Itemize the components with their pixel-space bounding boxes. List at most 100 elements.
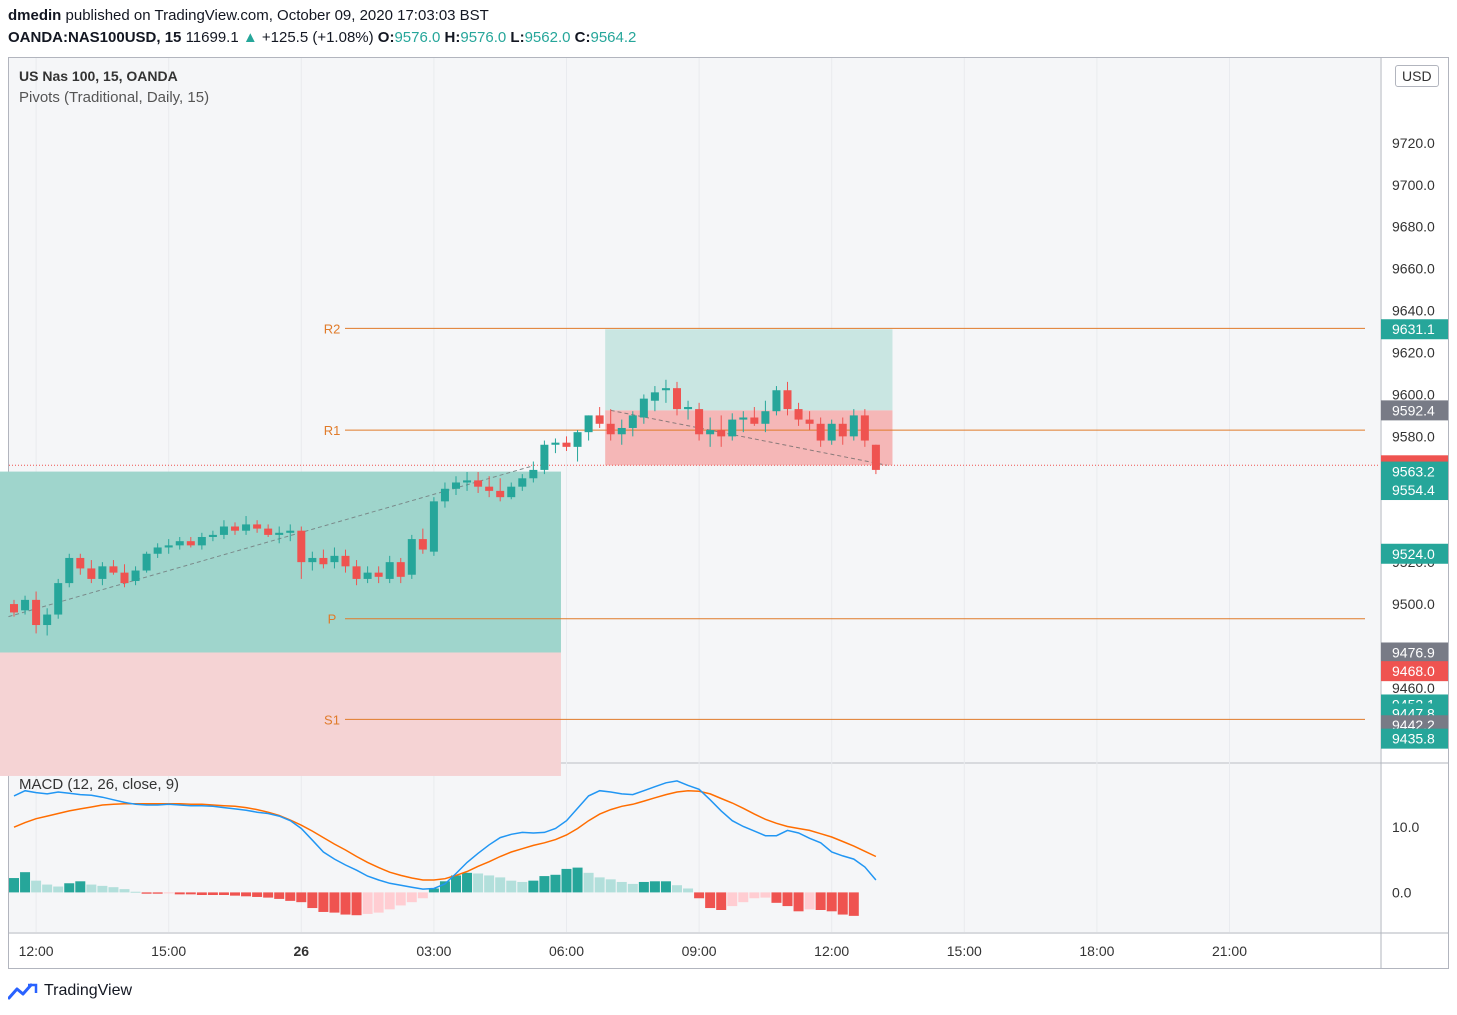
macd-histogram-bar bbox=[141, 892, 152, 894]
macd-histogram-bar bbox=[616, 881, 627, 893]
macd-histogram-bar bbox=[428, 888, 439, 893]
candle-body bbox=[142, 553, 151, 571]
candle-body bbox=[871, 444, 880, 470]
macd-histogram-bar bbox=[848, 892, 859, 916]
price-axis-badge bbox=[1381, 400, 1448, 421]
macd-histogram-bar bbox=[207, 892, 218, 895]
price-axis-badge-text: 9476.9 bbox=[1392, 644, 1435, 660]
author-name[interactable]: dmedin bbox=[8, 7, 62, 24]
pivots-legend[interactable]: Pivots (Traditional, Daily, 15) bbox=[19, 89, 210, 106]
price-tick-label: 9660.0 bbox=[1392, 261, 1435, 277]
tradingview-logo[interactable]: TradingView bbox=[8, 982, 132, 1000]
candle-body bbox=[407, 539, 416, 575]
macd-histogram-bar bbox=[649, 881, 660, 893]
candle-body bbox=[805, 419, 814, 424]
candle-body bbox=[518, 478, 527, 487]
macd-histogram-bar bbox=[20, 872, 31, 893]
tradingview-brand: TradingView bbox=[44, 982, 133, 999]
candle-body bbox=[21, 599, 30, 611]
time-tick-label: 15:00 bbox=[151, 943, 186, 959]
candle-body bbox=[131, 570, 140, 582]
macd-histogram-bar bbox=[815, 892, 826, 910]
macd-pane-bg bbox=[9, 764, 1380, 932]
macd-histogram-bar bbox=[506, 880, 517, 893]
time-tick-label: 15:00 bbox=[947, 943, 982, 959]
candle-body bbox=[308, 557, 317, 563]
price-tick-label: 9620.0 bbox=[1392, 345, 1435, 361]
candle-body bbox=[684, 407, 693, 410]
macd-histogram-bar bbox=[638, 881, 649, 893]
candle-body bbox=[695, 409, 704, 435]
candle-body bbox=[120, 572, 129, 584]
macd-histogram-bar bbox=[362, 892, 373, 914]
candle-body bbox=[164, 545, 173, 548]
macd-histogram-bar bbox=[163, 892, 174, 894]
tradingview-logo-icon bbox=[8, 983, 38, 1000]
low-label: L: bbox=[510, 29, 525, 46]
macd-histogram-bar bbox=[561, 868, 572, 893]
macd-histogram-bar bbox=[97, 885, 108, 893]
macd-histogram-bar bbox=[31, 880, 42, 893]
up-arrow-icon: ▲ bbox=[242, 29, 258, 46]
macd-histogram-bar bbox=[119, 889, 130, 893]
macd-histogram-bar bbox=[130, 891, 141, 893]
candle-body bbox=[661, 388, 670, 391]
candle-body bbox=[76, 557, 85, 569]
price-axis-badge bbox=[1381, 319, 1448, 340]
macd-histogram-bar bbox=[274, 892, 285, 899]
candle-body bbox=[485, 486, 494, 491]
macd-histogram-bar bbox=[528, 880, 539, 893]
price-tick-label: 9600.0 bbox=[1392, 386, 1435, 402]
candle-body bbox=[32, 599, 41, 626]
publish-info: published on TradingView.com, October 09… bbox=[65, 7, 489, 24]
candle-body bbox=[374, 572, 383, 577]
long-position-stop-zone bbox=[0, 652, 561, 776]
pivot-label-s1: S1 bbox=[324, 712, 340, 727]
candle-body bbox=[507, 486, 516, 498]
macd-histogram-bar bbox=[451, 875, 461, 893]
macd-legend[interactable]: MACD (12, 26, close, 9) bbox=[19, 776, 180, 793]
price-tick-label: 9680.0 bbox=[1392, 219, 1435, 235]
macd-histogram-bar bbox=[738, 892, 749, 903]
macd-histogram-bar bbox=[694, 892, 705, 899]
pivot-label-r1: R1 bbox=[324, 423, 341, 438]
macd-histogram-bar bbox=[782, 892, 793, 907]
candle-body bbox=[540, 444, 549, 470]
candle-body bbox=[98, 566, 107, 579]
candle-body bbox=[772, 390, 781, 412]
macd-histogram-bar bbox=[218, 892, 229, 895]
candle-body bbox=[341, 555, 350, 567]
price-change: +125.5 (+1.08%) bbox=[261, 29, 374, 46]
candle-body bbox=[452, 482, 460, 489]
macd-histogram-bar bbox=[384, 892, 395, 910]
macd-histogram-bar bbox=[351, 892, 362, 916]
time-tick-label: 21:00 bbox=[1212, 943, 1247, 959]
high-label: H: bbox=[444, 29, 461, 46]
macd-histogram-bar bbox=[439, 881, 450, 893]
macd-histogram-bar bbox=[152, 892, 163, 894]
price-tick-label: 9580.0 bbox=[1392, 428, 1435, 444]
candle-body bbox=[153, 547, 162, 554]
candle-body bbox=[352, 566, 361, 579]
close-label: C: bbox=[574, 29, 591, 46]
macd-histogram-bar bbox=[417, 892, 428, 899]
candle-body bbox=[595, 415, 604, 424]
currency-button[interactable]: USD bbox=[1395, 65, 1439, 87]
candle-body bbox=[838, 423, 847, 437]
candle-body bbox=[275, 532, 284, 535]
macd-histogram-bar bbox=[86, 884, 97, 893]
candle-body bbox=[860, 415, 869, 441]
candle-body bbox=[109, 566, 118, 573]
publish-line: dmedin published on TradingView.com, Oct… bbox=[8, 7, 489, 24]
candle-body bbox=[54, 583, 63, 615]
price-axis-badge-text: 9592.4 bbox=[1392, 402, 1435, 418]
macd-histogram-bar bbox=[373, 892, 384, 913]
chart-legend-title[interactable]: US Nas 100, 15, OANDA bbox=[19, 68, 178, 84]
macd-histogram-bar bbox=[727, 892, 738, 907]
macd-histogram-bar bbox=[108, 887, 119, 893]
candle-body bbox=[43, 614, 52, 626]
candle-body bbox=[418, 539, 427, 550]
macd-histogram-bar bbox=[705, 892, 716, 909]
price-tick-label: 9500.0 bbox=[1392, 596, 1435, 612]
